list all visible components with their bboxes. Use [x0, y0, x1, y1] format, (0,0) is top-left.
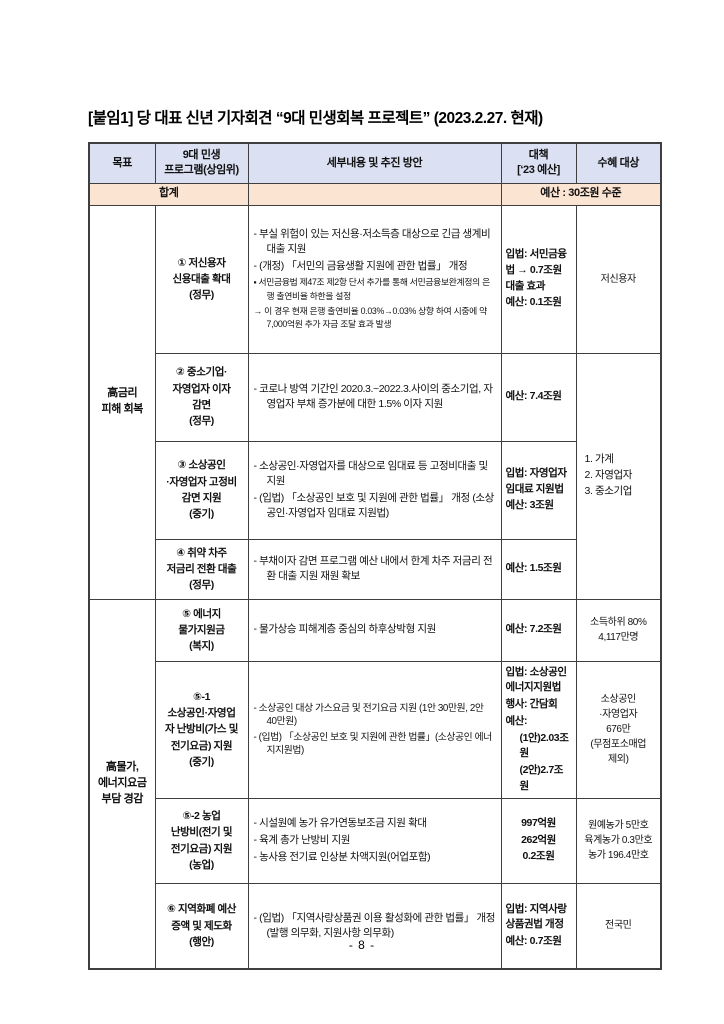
measures-cell: 997억원 262억원 0.2조원: [500, 797, 577, 884]
header-program: 9대 민생 프로그램(상임위): [154, 142, 249, 184]
program-cell: ② 중소기업· 자영업자 이자 감면 (정무): [154, 352, 249, 442]
measure-line: 예산:: [505, 714, 528, 727]
measures-cell: 예산: 7.4조원: [500, 352, 577, 442]
measures-cell: 입법: 소상공인 에너지지원법 행사: 간담회 예산: (1안)2.03조원 (…: [500, 660, 577, 799]
goal-cell-high-prices: 高물가, 에너지요금 부담 경감: [88, 598, 156, 970]
detail-line: - (입법) 「소상공인 보호 및 지원에 관한 법률」(소상공인 에너지지원법…: [253, 731, 493, 756]
header-measures: 대책 [‘23 예산]: [500, 142, 577, 184]
table-row: ② 중소기업· 자영업자 이자 감면 (정무) - 코로나 방역 기간인 202…: [89, 352, 662, 600]
total-spacer: [247, 182, 502, 206]
total-value: 예산 : 30조원 수준: [500, 182, 662, 206]
beneficiary-cell: 전국민: [575, 882, 662, 970]
details-cell: - 소상공인 대상 가스요금 및 전기요금 지원 (1안 30만원, 2안 40…: [247, 660, 502, 799]
details-cell: - 소상공인·자영업자를 대상으로 임대료 등 고정비대출 및 지원 - (입법…: [247, 440, 502, 540]
measure-line: 예산: 0.1조원: [505, 296, 562, 309]
details-cell: - 코로나 방역 기간인 2020.3.~2022.3.사이의 중소기업, 자영…: [247, 352, 502, 442]
beneficiary-cell: 원예농가 5만호 육계농가 0.3만호 농가 196.4만호: [575, 797, 662, 884]
program-cell: ④ 취약 차주 저금리 전환 대출 (정무): [154, 538, 249, 600]
program-cell: ⑤-2 농업 난방비(전기 및 전기요금) 지원 (농업): [154, 797, 249, 884]
beneficiary-cell: 소득하위 80% 4,117만명: [575, 598, 662, 662]
detail-line: - 소상공인 대상 가스요금 및 전기요금 지원 (1안 30만원, 2안 40…: [253, 703, 484, 728]
program-cell: ① 저신용자 신용대출 확대 (정무): [154, 204, 249, 354]
details-cell: - 물가상승 피해계층 중심의 하후상박형 지원: [247, 598, 502, 662]
beneficiary-cell: 저신용자: [575, 204, 662, 354]
measure-line: 입법: 자영업자 임대료 지원법: [505, 466, 568, 495]
detail-line: ▪ 서민금융법 제47조 제2항 단서 추가를 통해 서민금융보완계정의 은행 …: [253, 277, 491, 301]
total-label: 합계: [88, 182, 249, 206]
detail-line: → 이 경우 현재 은행 출연비율 0.03%→0.03% 상향 하여 시중에 …: [253, 305, 488, 330]
table-row: 高금리 피해 회복 ① 저신용자 신용대출 확대 (정무) - 부실 위험이 있…: [88, 204, 662, 600]
detail-line: - (입법) 「소상공인 보호 및 지원에 관한 법률」 개정 (소상공인·자영…: [253, 492, 495, 520]
measures-cell: 예산: 1.5조원: [500, 538, 577, 600]
details-cell: - 시설원예 농가 유가연동보조금 지원 확대 - 육계 총가 난방비 지원 -…: [247, 797, 502, 884]
detail-line: - 시설원예 농가 유가연동보조금 지원 확대: [253, 816, 428, 829]
page-number: - 8 -: [348, 938, 376, 952]
detail-line: - (입법) 「지역사랑상품권 이용 활성화에 관한 법률」 개정 (발행 의무…: [253, 911, 496, 939]
measures-cell: 입법: 자영업자 임대료 지원법 예산: 3조원: [500, 440, 577, 540]
program-cell: ③ 소상공인 ·자영업자 고정비 감면 지원 (중기): [154, 440, 249, 540]
measure-line: 예산: 3조원: [505, 499, 555, 512]
program-cell: ⑤ 에너지 물가지원금 (복지): [154, 598, 249, 662]
detail-line: - 농사용 전기료 인상분 차액지원(어업포함): [253, 851, 431, 864]
details-cell: - 부채이자 감면 프로그램 예산 내에서 한계 차주 저금리 전환 대출 지원…: [247, 538, 502, 600]
detail-line: - 부실 위험이 있는 저신용·저소득층 대상으로 긴급 생계비 대출 지원: [253, 227, 491, 256]
header-details: 세부내용 및 추진 방안: [247, 142, 502, 184]
program-cell: ⑥ 지역화폐 예산 증액 및 제도화 (행안): [154, 882, 249, 970]
table-row: ③ 소상공인 ·자영업자 고정비 감면 지원 (중기) - 소상공인·자영업자를…: [89, 440, 661, 540]
measures-cell: 입법: 지역사랑 상품권법 개정 예산: 0.7조원: [500, 882, 577, 970]
measure-line: 예산: 0.7조원: [505, 935, 562, 948]
measure-line: 997억원: [521, 816, 556, 829]
measure-line: 입법: 소상공인 에너지지원법: [505, 665, 568, 694]
detail-line: - 부채이자 감면 프로그램 예산 내에서 한계 차주 저금리 전환 대출 지원…: [253, 554, 493, 582]
measure-line: (1안)2.03조원: [519, 731, 569, 760]
measures-cell: 입법: 서민금융법 → 0.7조원 대출 효과 예산: 0.1조원: [500, 204, 577, 354]
table-row: ④ 취약 차주 저금리 전환 대출 (정무) - 부채이자 감면 프로그램 예산…: [89, 538, 661, 600]
beneficiary-cell: 소상공인 ·자영업자 676만 (무점포소매업 제외): [575, 660, 662, 799]
table-row: 高물가, 에너지요금 부담 경감 ⑤ 에너지 물가지원금 (복지) - 물가상승…: [88, 598, 662, 970]
measure-line: 262억원: [521, 833, 556, 846]
program-cell: ⑤-1 소상공인·자영업 자 난방비(가스 및 전기요금) 지원 (중기): [154, 660, 249, 799]
header-row: 목표 9대 민생 프로그램(상임위) 세부내용 및 추진 방안 대책 [‘23 …: [88, 142, 662, 184]
measure-line: 0.2조원: [522, 850, 555, 863]
measure-line: 예산: 7.4조원: [505, 390, 562, 403]
measure-line: (2안)2.7조원: [519, 764, 564, 792]
measure-line: 예산: 1.5조원: [505, 562, 562, 575]
measure-line: 입법: 서민금융법 → 0.7조원 대출 효과: [505, 248, 568, 292]
measure-line: 입법: 지역사랑 상품권법 개정: [505, 902, 568, 931]
measure-line: 예산: 7.2조원: [505, 623, 562, 636]
detail-line: - (개정) 「서민의 금융생활 지원에 관한 법률」 개정: [253, 260, 468, 273]
measures-cell: 예산: 7.2조원: [500, 598, 577, 662]
beneficiary-cell: 1. 가계 2. 자영업자 3. 중소기업: [575, 352, 662, 600]
detail-line: - 소상공인·자영업자를 대상으로 임대료 등 고정비대출 및 지원: [253, 459, 489, 487]
detail-line: - 육계 총가 난방비 지원: [253, 833, 351, 846]
table-row: ⑤-1 소상공인·자영업 자 난방비(가스 및 전기요금) 지원 (중기) - …: [89, 660, 662, 799]
details-cell: - (입법) 「지역사랑상품권 이용 활성화에 관한 법률」 개정 (발행 의무…: [247, 882, 502, 970]
table-row: ⑤-2 농업 난방비(전기 및 전기요금) 지원 (농업) - 시설원예 농가 …: [89, 797, 662, 884]
goal-cell-high-interest: 高금리 피해 회복: [88, 204, 156, 600]
detail-line: - 물가상승 피해계층 중심의 하후상박형 지원: [253, 623, 437, 636]
policy-table: 목표 9대 민생 프로그램(상임위) 세부내용 및 추진 방안 대책 [‘23 …: [88, 142, 662, 970]
header-goal: 목표: [88, 142, 156, 184]
page-title: [붙임1] 당 대표 신년 기자회견 “9대 민생회복 프로젝트” (2023.…: [88, 110, 543, 127]
detail-line: - 코로나 방역 기간인 2020.3.~2022.3.사이의 중소기업, 자영…: [253, 382, 493, 410]
measure-line: 행사: 간담회: [505, 698, 558, 710]
table-row: ⑥ 지역화폐 예산 증액 및 제도화 (행안) - (입법) 「지역사랑상품권 …: [89, 882, 662, 970]
total-row: 합계 예산 : 30조원 수준: [88, 182, 662, 206]
details-cell: - 부실 위험이 있는 저신용·저소득층 대상으로 긴급 생계비 대출 지원 -…: [247, 204, 502, 354]
header-beneficiary: 수혜 대상: [575, 142, 662, 184]
